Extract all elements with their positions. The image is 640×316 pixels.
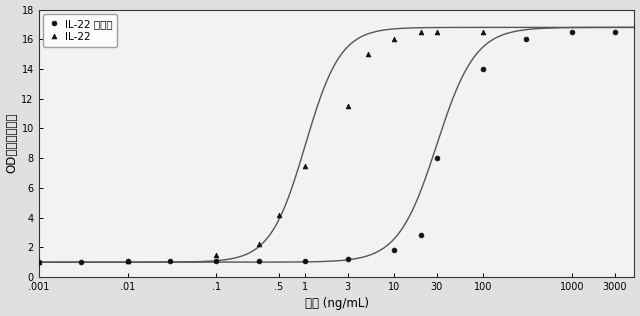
IL-22 — [35, 260, 42, 264]
IL-22 — [301, 164, 309, 167]
IL-22 — [212, 253, 220, 257]
IL-22 — [275, 213, 282, 216]
IL-22 二量体 — [35, 260, 42, 264]
IL-22 二量体 — [417, 234, 425, 237]
X-axis label: 濃度 (ng/mL): 濃度 (ng/mL) — [305, 297, 369, 310]
IL-22 — [364, 52, 371, 56]
IL-22 — [479, 30, 487, 34]
IL-22 二量体 — [479, 67, 487, 71]
Y-axis label: OD値の増加倍数: OD値の増加倍数 — [6, 113, 19, 173]
IL-22 二量体 — [301, 259, 309, 263]
IL-22 — [417, 30, 425, 34]
IL-22 二量体 — [568, 30, 576, 34]
IL-22 — [433, 30, 440, 34]
Line: IL-22 二量体: IL-22 二量体 — [36, 29, 617, 264]
IL-22 — [255, 242, 262, 246]
IL-22 二量体 — [522, 37, 529, 41]
IL-22 二量体 — [77, 260, 85, 264]
IL-22 二量体 — [611, 30, 618, 34]
IL-22 二量体 — [433, 156, 440, 160]
IL-22 — [124, 259, 131, 263]
IL-22 二量体 — [124, 259, 131, 263]
IL-22 — [390, 37, 398, 41]
Line: IL-22: IL-22 — [36, 29, 486, 264]
IL-22 — [344, 104, 351, 108]
IL-22 二量体 — [344, 257, 351, 261]
IL-22 二量体 — [212, 259, 220, 263]
Legend: IL-22 二量体, IL-22: IL-22 二量体, IL-22 — [43, 14, 118, 47]
IL-22 二量体 — [255, 259, 262, 263]
IL-22 二量体 — [390, 248, 398, 252]
IL-22 二量体 — [166, 259, 174, 263]
